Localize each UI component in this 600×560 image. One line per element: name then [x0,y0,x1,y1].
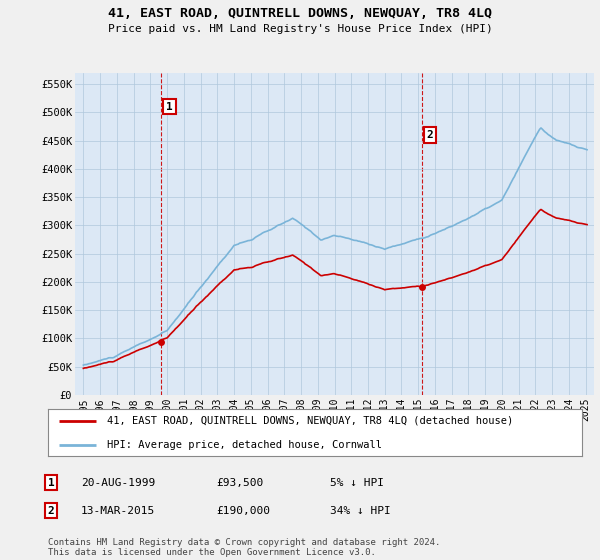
Text: 5% ↓ HPI: 5% ↓ HPI [330,478,384,488]
Text: Price paid vs. HM Land Registry's House Price Index (HPI): Price paid vs. HM Land Registry's House … [107,24,493,34]
Text: 13-MAR-2015: 13-MAR-2015 [81,506,155,516]
Text: HPI: Average price, detached house, Cornwall: HPI: Average price, detached house, Corn… [107,440,382,450]
Text: £190,000: £190,000 [216,506,270,516]
Text: 1: 1 [47,478,55,488]
Text: 1: 1 [166,102,173,111]
Text: 2: 2 [47,506,55,516]
Text: 34% ↓ HPI: 34% ↓ HPI [330,506,391,516]
Text: 41, EAST ROAD, QUINTRELL DOWNS, NEWQUAY, TR8 4LQ: 41, EAST ROAD, QUINTRELL DOWNS, NEWQUAY,… [108,7,492,20]
Text: 20-AUG-1999: 20-AUG-1999 [81,478,155,488]
Text: £93,500: £93,500 [216,478,263,488]
Text: Contains HM Land Registry data © Crown copyright and database right 2024.
This d: Contains HM Land Registry data © Crown c… [48,538,440,557]
Text: 2: 2 [427,130,433,140]
Text: 41, EAST ROAD, QUINTRELL DOWNS, NEWQUAY, TR8 4LQ (detached house): 41, EAST ROAD, QUINTRELL DOWNS, NEWQUAY,… [107,416,513,426]
